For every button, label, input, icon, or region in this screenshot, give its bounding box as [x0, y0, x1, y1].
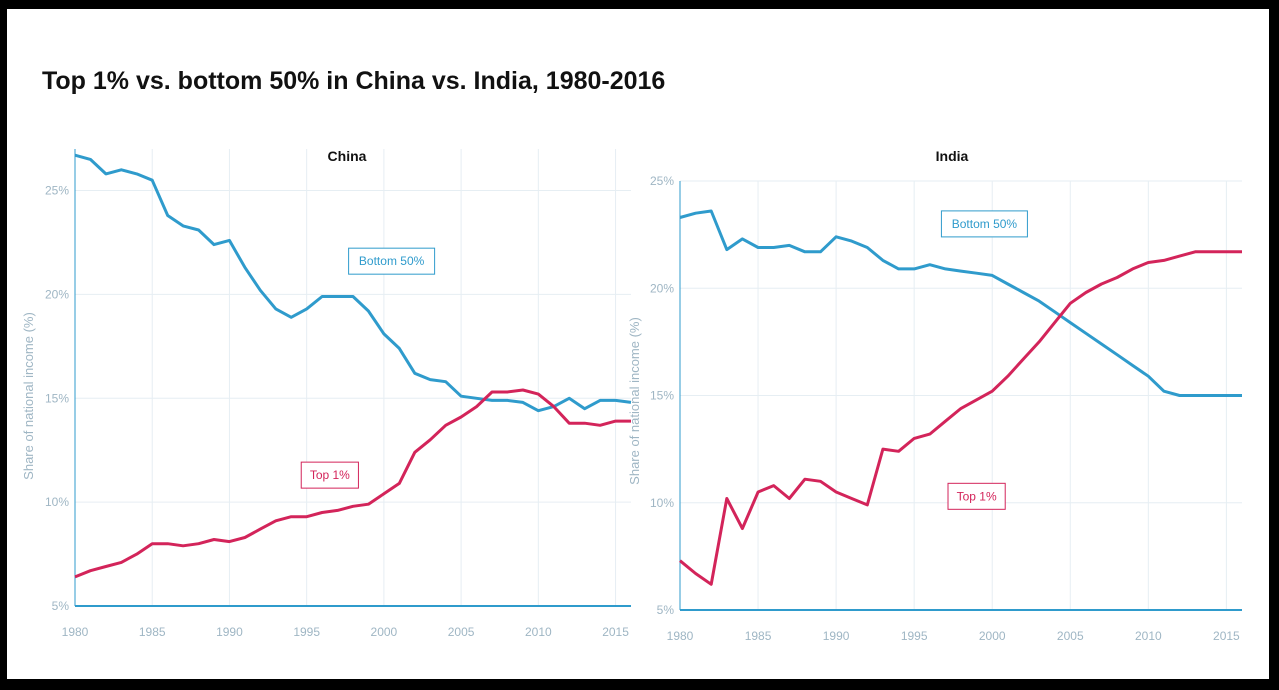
china-bottom-50-line — [74, 153, 632, 413]
india-bottom-50-label-box — [940, 210, 1028, 238]
india-x-tick-label: 2005 — [1057, 629, 1084, 643]
china-x-tick-label: 1995 — [293, 625, 320, 639]
figure-canvas: Top 1% vs. bottom 50% in China vs. India… — [21, 67, 1242, 643]
china-top-1-label: Top 1% — [310, 468, 350, 482]
india-y-tick-label: 10% — [650, 496, 674, 510]
india-bottom-50-label: Bottom 50% — [952, 217, 1018, 231]
india-x-tick-label: 1985 — [745, 629, 772, 643]
india-x-tick-label: 1990 — [823, 629, 850, 643]
india-panel: India Share of national income (%) 5% 10%… — [627, 148, 1242, 643]
india-bottom-50-line — [679, 209, 1242, 397]
china-bottom-50-label: Bottom 50% — [359, 254, 425, 268]
china-top-1-line — [74, 388, 631, 579]
china-y-tick-label: 20% — [45, 287, 69, 301]
china-x-tick-label: 2000 — [371, 625, 398, 639]
india-y-axis-label: Share of national income (%) — [627, 317, 642, 485]
india-x-tick-label: 1980 — [667, 629, 694, 643]
china-y-tick-label: 25% — [45, 184, 69, 198]
india-top-1-line — [679, 250, 1242, 586]
figure-title: Top 1% vs. bottom 50% in China vs. India… — [42, 67, 665, 95]
china-top-1-label-box — [300, 461, 359, 489]
china-panel-title: China — [328, 148, 367, 164]
india-y-tick-label: 5% — [657, 603, 675, 617]
india-panel-title: India — [936, 148, 969, 164]
india-x-tick-label: 1995 — [901, 629, 928, 643]
chart-frame: Top 1% vs. bottom 50% in China vs. India… — [4, 6, 1272, 682]
china-x-tick-label: 2015 — [602, 625, 629, 639]
india-y-tick-label: 25% — [650, 174, 674, 188]
india-top-1-label-box — [947, 482, 1006, 510]
china-y-tick-label: 10% — [45, 495, 69, 509]
china-x-tick-label: 2010 — [525, 625, 552, 639]
china-x-tick-label: 2005 — [448, 625, 475, 639]
india-y-tick-label: 15% — [650, 389, 674, 403]
china-x-tick-label: 1985 — [139, 625, 166, 639]
china-x-tick-label: 1980 — [62, 625, 89, 639]
china-panel: China Share of national income (%) 5% 10%… — [21, 148, 632, 639]
india-y-tick-label: 20% — [650, 281, 674, 295]
india-x-tick-label: 2015 — [1213, 629, 1240, 643]
india-top-1-label: Top 1% — [957, 489, 997, 503]
india-x-tick-label: 2010 — [1135, 629, 1162, 643]
china-y-tick-label: 5% — [52, 599, 70, 613]
china-y-axis-label: Share of national income (%) — [21, 312, 36, 480]
china-bottom-50-label-box — [348, 247, 436, 275]
india-x-tick-label: 2000 — [979, 629, 1006, 643]
china-y-tick-label: 15% — [45, 391, 69, 405]
china-x-tick-label: 1990 — [216, 625, 243, 639]
